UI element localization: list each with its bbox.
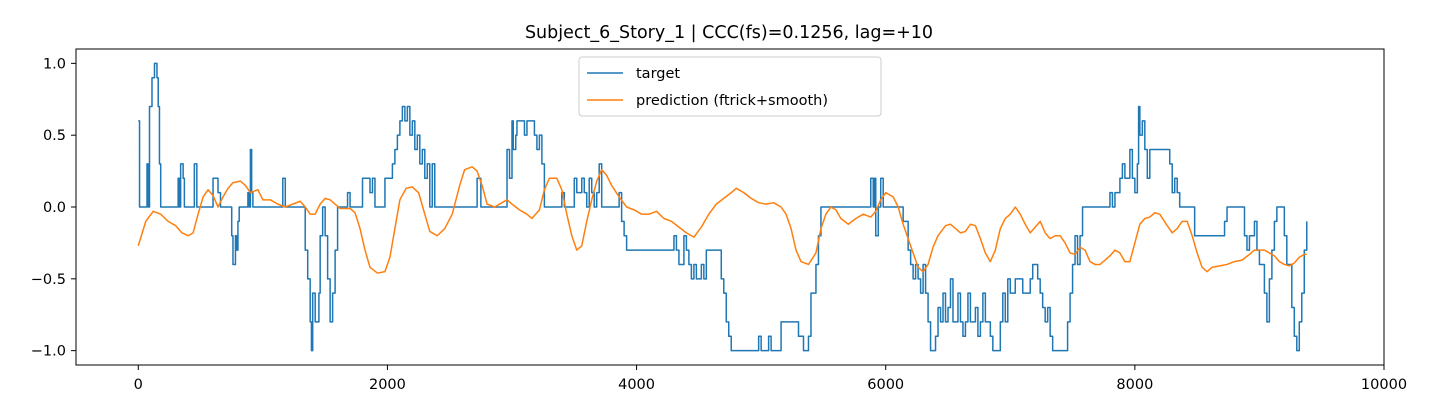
legend-box (578, 56, 882, 117)
series-line-prediction (137, 166, 1307, 274)
y-tick-label: −1.0 (31, 344, 66, 360)
x-tick-label: 4000 (618, 377, 655, 393)
plot-area (137, 62, 1308, 352)
x-tick-label: 6000 (867, 377, 904, 393)
y-tick-label: −0.5 (31, 272, 66, 288)
y-tick-label: 0.5 (43, 128, 66, 144)
y-tick-label: 1.0 (43, 56, 66, 72)
x-tick-label: 2000 (369, 377, 406, 393)
y-tick-label: 0.0 (43, 200, 66, 216)
legend-label: prediction (ftrick+smooth) (636, 93, 828, 109)
x-tick-label: 10000 (1361, 377, 1407, 393)
chart-title: Subject_6_Story_1 | CCC(fs)=0.1256, lag=… (525, 23, 933, 43)
legend: target prediction (ftrick+smooth) (578, 56, 882, 117)
series-line-target (138, 62, 1308, 352)
x-tick-label: 8000 (1116, 377, 1153, 393)
x-tick-label: 0 (134, 377, 143, 393)
axes: 0 2000 4000 6000 8000 10000 1.0 0.5 0.0 −0.5 −1.0 (31, 48, 1407, 393)
legend-label: target (636, 66, 680, 82)
